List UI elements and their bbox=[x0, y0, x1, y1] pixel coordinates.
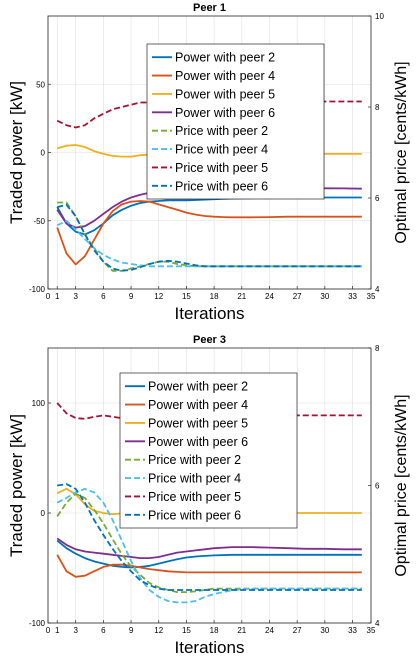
x-tick-label: 33 bbox=[348, 292, 357, 301]
legend-box bbox=[119, 372, 298, 529]
x-tick-label: 21 bbox=[237, 292, 246, 301]
series-line bbox=[56, 203, 362, 272]
x-tick-label: 27 bbox=[293, 292, 302, 301]
legend-label: Power with peer 5 bbox=[175, 87, 275, 101]
y2-tick-label: 8 bbox=[375, 103, 380, 112]
x-tick-label: 30 bbox=[320, 626, 329, 635]
series-line bbox=[56, 537, 362, 559]
series-line bbox=[56, 487, 362, 604]
x-tick-label: 30 bbox=[320, 292, 329, 301]
chart-title: Peer 1 bbox=[193, 2, 226, 14]
x-tick-label: 12 bbox=[154, 626, 163, 635]
y2-axis-label: Optimal price [cents/kWh] bbox=[393, 394, 410, 576]
x-tick-label: 24 bbox=[265, 626, 274, 635]
legend-label: Price with peer 4 bbox=[175, 143, 268, 157]
y-tick-label: 50 bbox=[36, 80, 45, 89]
y2-tick-label: 6 bbox=[375, 194, 380, 203]
x-tick-label: 0 bbox=[46, 626, 51, 635]
y-tick-label: 0 bbox=[41, 509, 46, 518]
legend-label: Power with peer 4 bbox=[175, 69, 275, 83]
legend-label: Power with peer 2 bbox=[148, 380, 248, 394]
x-axis-label: Iterations bbox=[175, 638, 245, 657]
y-tick-label: 0 bbox=[41, 149, 46, 158]
series-line bbox=[56, 200, 362, 266]
legend: Power with peer 2 Power with peer 4 Power … bbox=[146, 43, 325, 200]
legend: Power with peer 2 Power with peer 4 Power … bbox=[119, 372, 298, 529]
series-line bbox=[56, 492, 362, 593]
y-tick-label: 100 bbox=[32, 399, 46, 408]
x-tick-label: 6 bbox=[101, 292, 106, 301]
y2-tick-label: 4 bbox=[375, 619, 380, 628]
y2-tick-label: 6 bbox=[375, 482, 380, 491]
x-tick-label: 18 bbox=[210, 292, 219, 301]
series-line bbox=[56, 539, 362, 569]
x-tick-label: 3 bbox=[73, 626, 78, 635]
x-tick-label: 35 bbox=[367, 292, 376, 301]
legend-box bbox=[146, 43, 325, 200]
x-tick-label: 15 bbox=[182, 626, 191, 635]
x-tick-label: 35 bbox=[367, 626, 376, 635]
x-tick-label: 21 bbox=[237, 626, 246, 635]
y-axis-label: Traded power [kW] bbox=[7, 414, 26, 557]
y2-axis-label: Optimal price [cents/kWh] bbox=[393, 61, 410, 243]
legend-label: Power with peer 6 bbox=[175, 106, 275, 120]
legend-label: Price with peer 5 bbox=[175, 161, 268, 175]
legend-label: Price with peer 2 bbox=[148, 453, 241, 467]
legend-label: Price with peer 5 bbox=[148, 490, 241, 504]
legend-label: Price with peer 4 bbox=[148, 472, 241, 486]
x-tick-label: 33 bbox=[348, 626, 357, 635]
legend-label: Power with peer 2 bbox=[175, 51, 275, 65]
y2-tick-label: 10 bbox=[375, 12, 384, 21]
y2-tick-label: 8 bbox=[375, 344, 380, 353]
y-tick-label: -50 bbox=[33, 217, 45, 226]
chart-panel-1: 0 1 3 6 9 12 15 18 21 24 27 30 33 35-100-5005046810Pe… bbox=[7, 2, 410, 323]
x-tick-label: 3 bbox=[73, 292, 78, 301]
x-tick-label: 27 bbox=[293, 626, 302, 635]
legend-label: Power with peer 6 bbox=[148, 435, 248, 449]
x-tick-label: 18 bbox=[210, 626, 219, 635]
x-tick-label: 9 bbox=[129, 292, 134, 301]
x-tick-label: 12 bbox=[154, 292, 163, 301]
x-tick-label: 6 bbox=[101, 626, 106, 635]
y-tick-label: -100 bbox=[29, 285, 46, 294]
series-line bbox=[57, 483, 362, 591]
y-axis-label: Traded power [kW] bbox=[7, 81, 26, 224]
legend-label: Power with peer 5 bbox=[148, 416, 248, 430]
x-tick-label: 0 bbox=[46, 292, 51, 301]
x-tick-label: 15 bbox=[182, 292, 191, 301]
chart-title: Peer 3 bbox=[193, 334, 226, 346]
y2-tick-label: 4 bbox=[375, 285, 380, 294]
x-tick-label: 9 bbox=[129, 626, 134, 635]
x-tick-label: 24 bbox=[265, 292, 274, 301]
series-line bbox=[56, 554, 362, 578]
x-axis-label: Iterations bbox=[175, 304, 245, 323]
legend-label: Price with peer 6 bbox=[148, 508, 241, 522]
legend-label: Power with peer 4 bbox=[148, 398, 248, 412]
y-tick-label: -100 bbox=[29, 619, 46, 628]
legend-label: Price with peer 6 bbox=[175, 179, 268, 193]
x-tick-label: 1 bbox=[55, 292, 60, 301]
x-tick-label: 1 bbox=[55, 626, 60, 635]
legend-label: Price with peer 2 bbox=[175, 124, 268, 138]
